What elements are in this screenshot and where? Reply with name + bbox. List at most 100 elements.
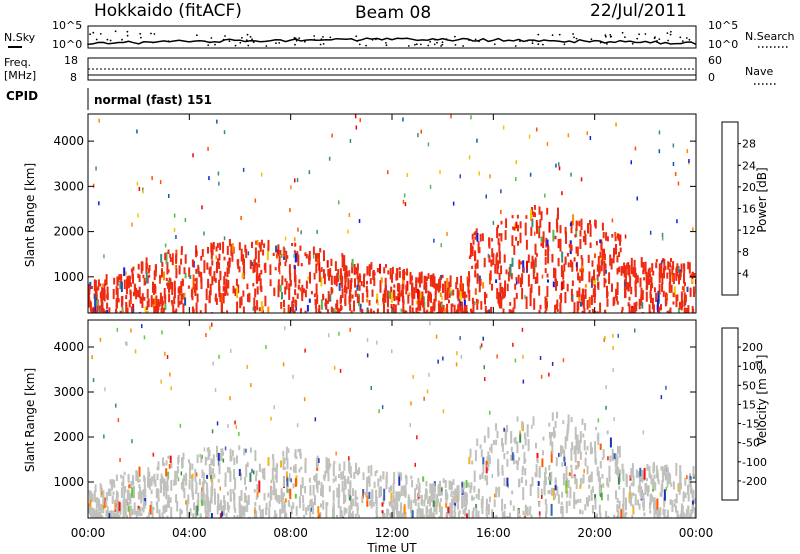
nsearch-point (610, 35, 612, 38)
nsearch-point (140, 36, 142, 39)
nsearch-point (207, 44, 210, 46)
colorbar-tick-label: 12 (742, 224, 756, 237)
colorbar-tick-label: 50 (742, 379, 756, 392)
nsearch-point (414, 43, 416, 46)
nsearch-point (121, 38, 123, 41)
nsearch-point (542, 43, 544, 46)
nsearch-point (389, 38, 392, 41)
nsearch-point (246, 33, 249, 36)
nsearch-point (209, 41, 211, 44)
colorbar-tick-label: 15 (742, 398, 756, 411)
nsearch-point (329, 36, 332, 39)
nsearch-point (654, 36, 656, 38)
power-ylabel: Slant Range [km] (23, 163, 37, 267)
nsearch-point (519, 40, 521, 43)
nsearch-point (294, 37, 297, 40)
nsearch-point (454, 35, 456, 38)
nsearch-point (320, 38, 323, 40)
freq-unit-label: [MHz] (4, 69, 36, 82)
nsky-line (87, 37, 697, 46)
freq-tick-bottom: 8 (70, 71, 77, 84)
nsearch-point (356, 40, 359, 42)
nsky-tick-bottom: 10^0 (52, 38, 82, 51)
nsky-trace (87, 30, 697, 47)
nsearch-point (440, 45, 442, 47)
colorbar-tick-label: 200 (742, 341, 763, 354)
nsearch-point (109, 39, 112, 42)
nave-tick-top: 60 (708, 54, 722, 67)
nsearch-point (252, 41, 255, 44)
nsearch-point (531, 40, 534, 42)
nsearch-point (385, 44, 388, 47)
nsearch-point (415, 43, 418, 46)
nsearch-point (433, 43, 436, 46)
nsearch-point (139, 32, 142, 35)
nsearch-point (526, 39, 529, 42)
nsearch-point (89, 33, 91, 36)
nsearch-tick-top: 10^5 (708, 19, 738, 32)
nsearch-point (99, 33, 102, 35)
nsearch-point (427, 44, 430, 47)
nsearch-point (590, 38, 593, 41)
nsearch-point (454, 44, 457, 46)
colorbar-tick-label: -50 (742, 437, 760, 450)
nsearch-point (605, 35, 607, 38)
nsearch-point (196, 34, 198, 37)
velocity-colorbar-label: Velocity [m s-1] (755, 355, 769, 446)
colorbar-frame (721, 121, 739, 296)
nsearch-point (234, 44, 237, 47)
nsearch-point (153, 33, 156, 35)
cpid-value: normal (fast) 151 (94, 93, 212, 107)
nsearch-point (434, 38, 436, 41)
nsearch-point (575, 37, 578, 40)
nsearch-point (152, 41, 155, 44)
colorbar-tick-label: -200 (742, 475, 767, 488)
nsearch-point (563, 43, 566, 46)
nsearch-point (298, 37, 301, 39)
y-tick-label: 2000 (53, 225, 84, 239)
nsearch-point (441, 41, 444, 44)
freq-label: Freq. (4, 56, 31, 69)
nsearch-point (558, 33, 561, 36)
nsearch-point (609, 34, 612, 36)
nsearch-point (322, 43, 325, 45)
nsearch-point (445, 38, 448, 41)
nsearch-point (126, 30, 129, 33)
station-title: Hokkaido (fitACF) (94, 1, 242, 21)
nsearch-point (429, 40, 431, 43)
nsearch-point (688, 38, 691, 41)
nsearch-point (624, 36, 626, 38)
nsearch-point (441, 43, 444, 46)
nsearch-point (669, 33, 672, 36)
nsearch-point (658, 38, 661, 40)
nsearch-point (537, 43, 540, 46)
velocity-colorbar: 200 100 50 15 -15 -50 -100 -200 (721, 327, 767, 501)
nsearch-point (375, 38, 377, 41)
nsearch-point (322, 36, 324, 38)
nsearch-point (493, 43, 496, 46)
x-tick-label: 04:00 (172, 526, 207, 540)
freq-tick-top: 18 (64, 54, 78, 67)
nsearch-point (294, 43, 296, 46)
nsearch-point (228, 40, 231, 42)
nsearch-point (436, 41, 438, 44)
y-tick-label: 1000 (53, 270, 84, 284)
nsearch-point (365, 44, 367, 47)
nsearch-point (679, 36, 682, 39)
nsearch-point (514, 45, 517, 47)
nsearch-point (214, 43, 216, 46)
nsearch-tick-bottom: 10^0 (708, 38, 738, 51)
nsearch-point (474, 38, 477, 41)
colorbar-tick-label: -15 (742, 418, 760, 431)
nave-tick-bottom: 0 (708, 71, 715, 84)
date-title: 22/Jul/2011 (590, 1, 687, 21)
x-tick-label: 12:00 (375, 526, 410, 540)
nsearch-point (478, 40, 480, 43)
nsearch-point (621, 31, 624, 34)
nsky-tick-top: 10^5 (52, 19, 82, 32)
nsearch-point (462, 45, 464, 47)
nsearch-point (106, 38, 109, 41)
nave-label: Nave (745, 65, 773, 78)
nsearch-point (468, 39, 471, 41)
nsearch-point (667, 39, 669, 42)
